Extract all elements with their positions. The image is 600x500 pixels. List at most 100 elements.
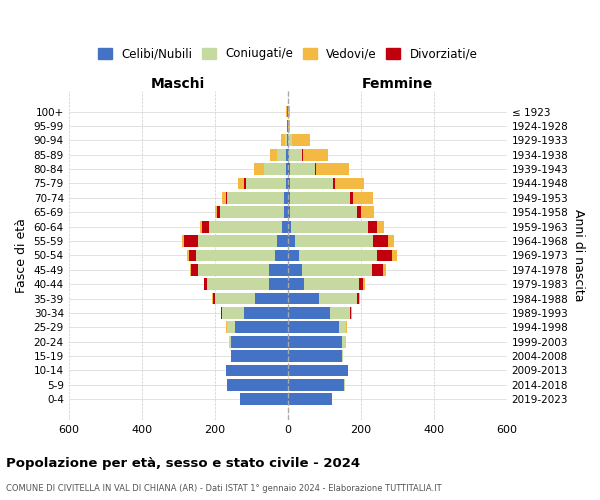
Bar: [290, 163, 315, 175]
Bar: [281, 134, 285, 146]
Bar: [392, 250, 397, 262]
Bar: [329, 307, 350, 319]
Bar: [289, 106, 290, 118]
Bar: [287, 134, 289, 146]
Bar: [373, 235, 388, 247]
Bar: [208, 278, 269, 290]
Bar: [229, 336, 231, 347]
Bar: [220, 206, 284, 218]
Bar: [315, 163, 316, 175]
Bar: [227, 192, 284, 204]
Bar: [289, 134, 292, 146]
Bar: [287, 292, 319, 304]
Bar: [286, 106, 287, 118]
Bar: [289, 149, 302, 160]
Bar: [287, 221, 292, 232]
Bar: [361, 206, 374, 218]
Bar: [287, 250, 299, 262]
Bar: [363, 278, 365, 290]
Bar: [255, 292, 287, 304]
Y-axis label: Anni di nascita: Anni di nascita: [572, 209, 585, 302]
Bar: [226, 322, 227, 333]
Bar: [215, 292, 255, 304]
Bar: [215, 206, 217, 218]
Bar: [191, 264, 198, 276]
Bar: [316, 163, 349, 175]
Bar: [288, 120, 290, 132]
Bar: [290, 178, 334, 190]
Text: Popolazione per età, sesso e stato civile - 2024: Popolazione per età, sesso e stato civil…: [6, 458, 360, 470]
Bar: [222, 307, 244, 319]
Bar: [357, 206, 361, 218]
Bar: [287, 178, 290, 190]
Bar: [287, 394, 331, 405]
Bar: [383, 264, 386, 276]
Bar: [287, 264, 302, 276]
Bar: [263, 163, 286, 175]
Bar: [202, 221, 209, 232]
Bar: [287, 278, 304, 290]
Bar: [238, 178, 244, 190]
Bar: [204, 278, 205, 290]
Bar: [184, 235, 198, 247]
Bar: [277, 149, 286, 160]
Bar: [189, 250, 196, 262]
Bar: [339, 322, 346, 333]
Bar: [205, 278, 208, 290]
Bar: [226, 364, 287, 376]
Bar: [295, 235, 373, 247]
Bar: [217, 206, 220, 218]
Bar: [287, 350, 343, 362]
Bar: [286, 163, 287, 175]
Bar: [282, 221, 287, 232]
Bar: [346, 322, 347, 333]
Bar: [226, 192, 227, 204]
Text: COMUNE DI CIVITELLA IN VAL DI CHIANA (AR) - Dati ISTAT 1° gennaio 2024 - Elabora: COMUNE DI CIVITELLA IN VAL DI CHIANA (AR…: [6, 484, 442, 493]
Bar: [269, 264, 287, 276]
Bar: [287, 379, 344, 391]
Bar: [359, 278, 363, 290]
Bar: [388, 235, 394, 247]
Bar: [286, 178, 287, 190]
Bar: [290, 206, 357, 218]
Bar: [334, 178, 335, 190]
Bar: [344, 379, 345, 391]
Legend: Celibi/Nubili, Coniugati/e, Vedovi/e, Divorziati/e: Celibi/Nubili, Coniugati/e, Vedovi/e, Di…: [94, 44, 481, 64]
Bar: [277, 235, 287, 247]
Bar: [350, 307, 351, 319]
Bar: [299, 250, 377, 262]
Bar: [235, 322, 287, 333]
Bar: [287, 336, 343, 347]
Bar: [246, 178, 286, 190]
Bar: [377, 250, 392, 262]
Bar: [343, 336, 346, 347]
Bar: [287, 163, 290, 175]
Bar: [221, 307, 222, 319]
Bar: [292, 221, 368, 232]
Bar: [359, 292, 360, 304]
Bar: [285, 134, 287, 146]
Text: Femmine: Femmine: [362, 78, 433, 92]
Bar: [302, 149, 328, 160]
Bar: [269, 278, 287, 290]
Bar: [287, 192, 290, 204]
Bar: [190, 264, 191, 276]
Bar: [350, 192, 353, 204]
Bar: [368, 221, 377, 232]
Bar: [187, 250, 189, 262]
Bar: [371, 264, 383, 276]
Bar: [284, 206, 287, 218]
Bar: [270, 149, 277, 160]
Y-axis label: Fasce di età: Fasce di età: [15, 218, 28, 293]
Bar: [209, 221, 282, 232]
Bar: [377, 221, 385, 232]
Bar: [292, 134, 310, 146]
Bar: [287, 235, 295, 247]
Bar: [319, 292, 357, 304]
Bar: [287, 364, 348, 376]
Bar: [244, 178, 246, 190]
Bar: [284, 192, 287, 204]
Bar: [198, 235, 277, 247]
Bar: [287, 149, 289, 160]
Bar: [302, 264, 371, 276]
